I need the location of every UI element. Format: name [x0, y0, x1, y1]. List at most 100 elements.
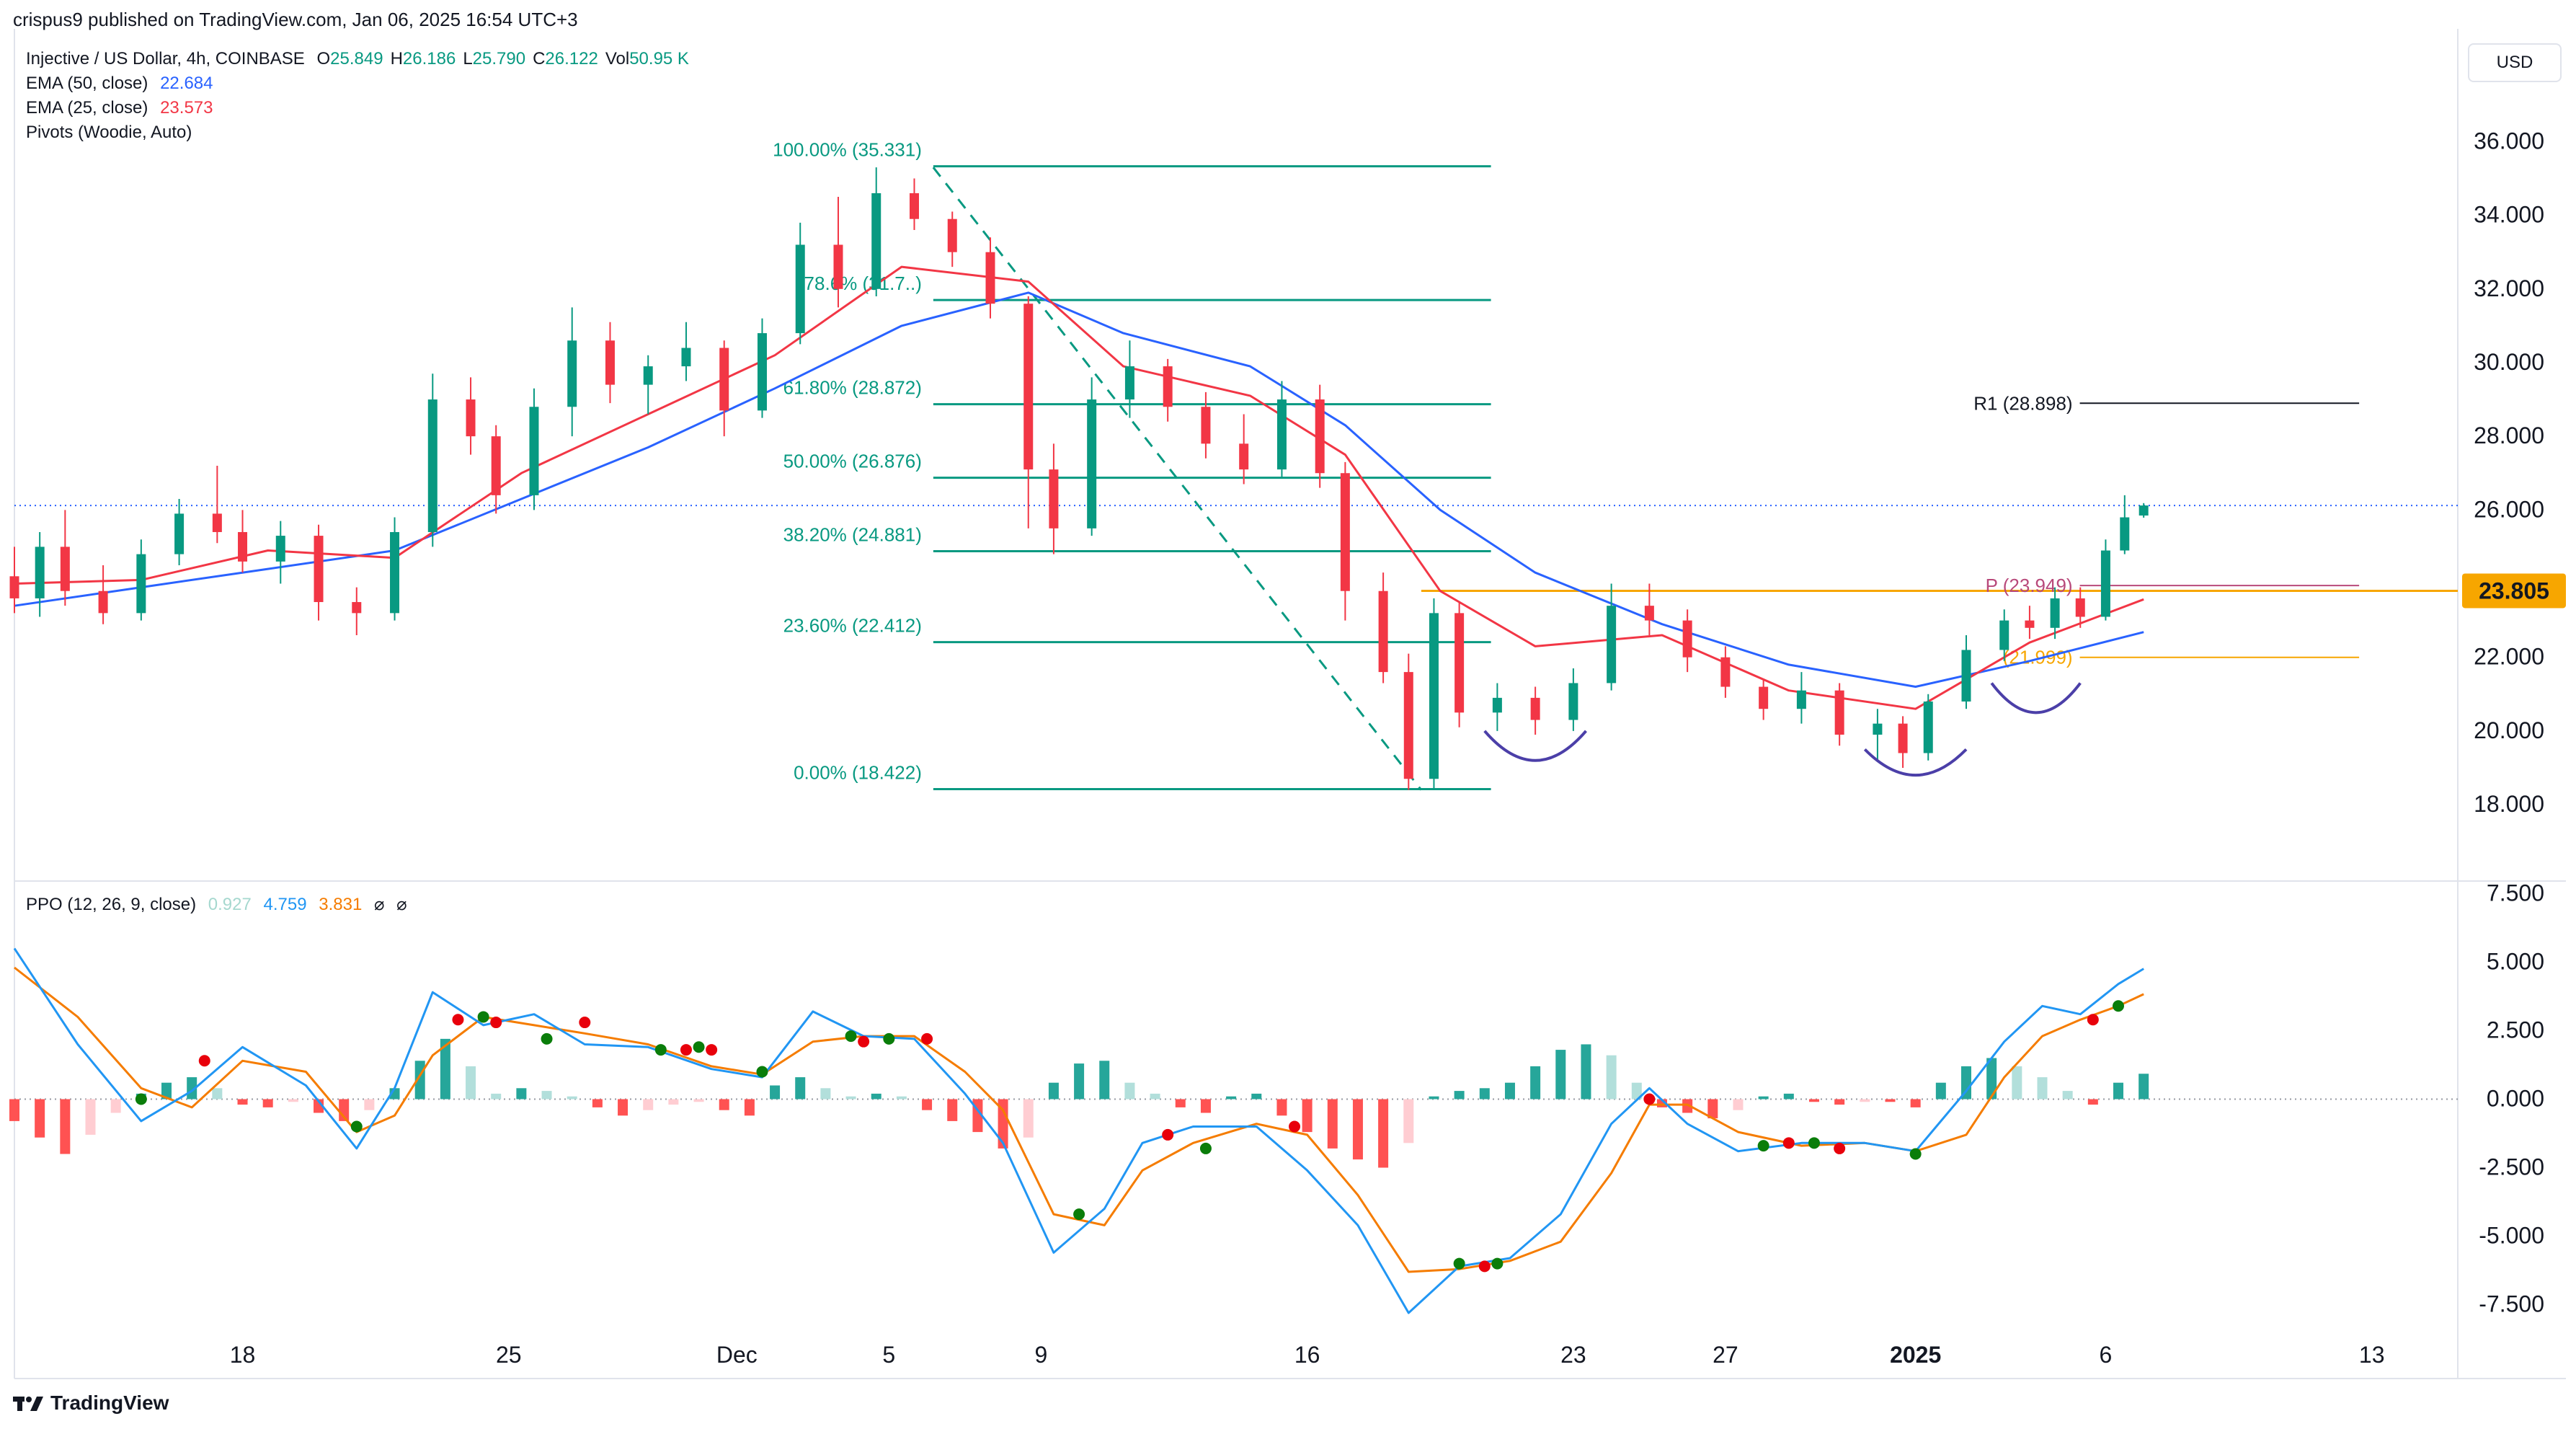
- tradingview-logo[interactable]: TradingView: [13, 1392, 169, 1415]
- candle-body: [1834, 690, 1844, 735]
- ohlc-value-vol: 50.95 K: [629, 49, 689, 68]
- ppo-histogram-bar: [314, 1099, 324, 1113]
- candle-body: [35, 547, 45, 598]
- candle-body: [909, 193, 919, 219]
- candle-body: [1873, 723, 1883, 735]
- candle-body: [719, 348, 729, 411]
- ppo-histogram-bar: [1808, 1099, 1819, 1102]
- ppo-cross-dot: [477, 1011, 489, 1023]
- candle-body: [1378, 590, 1388, 673]
- candle-body: [1239, 443, 1249, 470]
- pivots-legend[interactable]: Pivots (Woodie, Auto): [26, 123, 192, 143]
- candle-body: [1429, 613, 1439, 779]
- fib-level-label: 23.60% (22.412): [783, 615, 922, 637]
- time-tick-label: 5: [882, 1342, 895, 1368]
- hidden-symbol-icon[interactable]: ⌀: [373, 895, 385, 914]
- ppo-histogram-bar: [1935, 1082, 1946, 1100]
- ohlc-value-c: 26.122: [545, 49, 598, 68]
- ppo-cross-dot: [350, 1120, 363, 1133]
- candle-body: [1163, 366, 1173, 407]
- ppo-histogram-bar: [1504, 1082, 1515, 1100]
- ppo-histogram-bar: [592, 1099, 603, 1107]
- price-tick-label: 30.000: [2474, 349, 2544, 375]
- ppo-cross-dot: [1073, 1208, 1085, 1221]
- candle-body: [795, 244, 805, 334]
- ppo-tick-label: 5.000: [2487, 948, 2544, 974]
- ppo-cross-dot: [452, 1014, 464, 1026]
- candle-body: [1315, 399, 1325, 474]
- ppo-cross-dot: [1453, 1257, 1465, 1270]
- time-tick-label: 13: [2359, 1342, 2385, 1368]
- candle-body: [1759, 686, 1769, 709]
- ppo-histogram-bar: [2062, 1091, 2073, 1100]
- ppo-legend[interactable]: PPO (12, 26, 9, close) 0.927 4.759 3.831…: [26, 894, 407, 915]
- ohlc-values: O25.849 H26.186 L25.790 C26.122 Vol50.95 K: [309, 49, 696, 68]
- candle-body: [1087, 399, 1097, 528]
- ema25-legend[interactable]: EMA (25, close) 23.573: [26, 98, 213, 118]
- fib-level-label: 61.80% (28.872): [783, 377, 922, 399]
- candle-body: [1049, 469, 1059, 528]
- ppo-histogram-bar: [110, 1099, 121, 1113]
- ppo-cross-dot: [845, 1030, 857, 1043]
- ppo-histogram-bar: [1352, 1099, 1363, 1160]
- ppo-tick-label: 7.500: [2487, 880, 2544, 906]
- ppo-histogram-bar: [60, 1099, 71, 1154]
- ppo-histogram-bar: [896, 1096, 907, 1100]
- ppo-histogram-bar: [693, 1099, 704, 1102]
- symbol-legend[interactable]: Injective / US Dollar, 4h, COINBASE O25.…: [26, 49, 696, 69]
- ppo-histogram-bar: [1023, 1099, 1034, 1138]
- ppo-cross-dot: [756, 1066, 768, 1078]
- ppo-histogram-bar: [820, 1088, 831, 1100]
- ppo-cross-dot: [579, 1017, 591, 1029]
- ema50-legend[interactable]: EMA (50, close) 22.684: [26, 74, 213, 94]
- ohlc-key-vol: Vol: [605, 49, 630, 68]
- ppo-histogram-bar: [1251, 1093, 1262, 1100]
- ppo-histogram-bar: [1403, 1099, 1414, 1143]
- time-tick-label: 27: [1713, 1342, 1738, 1368]
- ppo-cross-dot: [1834, 1142, 1846, 1154]
- ppo-cross-dot: [1491, 1257, 1504, 1270]
- price-label-box: [2462, 573, 2566, 609]
- ppo-line: [13, 947, 2144, 1314]
- ema25-value: 23.573: [160, 98, 213, 118]
- ema25-label: EMA (25, close): [26, 98, 148, 118]
- ppo-histogram-bar: [1783, 1093, 1794, 1100]
- ppo-cross-dot: [1757, 1140, 1769, 1152]
- ppo-cross-dot: [693, 1041, 705, 1053]
- ohlc-key-c: C: [533, 49, 546, 68]
- ppo-histogram-bar: [1378, 1099, 1389, 1168]
- ppo-cross-dot: [706, 1044, 718, 1056]
- ppo-histogram-bar: [719, 1099, 729, 1110]
- ppo-histogram-bar: [770, 1085, 781, 1100]
- hidden-symbol-icon-2[interactable]: ⌀: [396, 895, 407, 914]
- candle-body: [947, 218, 957, 252]
- price-tick-label: 34.000: [2474, 202, 2544, 228]
- ohlc-value-l: 25.790: [472, 49, 526, 68]
- price-tick-label: 36.000: [2474, 128, 2544, 154]
- ppo-histogram-bar: [1150, 1093, 1160, 1100]
- fibonacci-retracement[interactable]: 100.00% (35.331) 78.6% (31.7..) 61.80% (28…: [773, 139, 1491, 791]
- ppo-histogram-bar: [161, 1082, 172, 1100]
- fib-level-label: 78.6% (31.7..): [804, 273, 922, 294]
- candle-body: [529, 407, 539, 495]
- candle-body: [1023, 304, 1034, 470]
- ppo-histogram-bar: [1226, 1096, 1237, 1100]
- candle-body: [1607, 606, 1617, 683]
- currency-button[interactable]: USD: [2468, 43, 2562, 82]
- candle-body: [1644, 606, 1654, 621]
- ohlc-value-o: 25.849: [330, 49, 383, 68]
- candle-body: [1454, 613, 1465, 713]
- ppo-histogram-bar: [2113, 1082, 2124, 1100]
- candle-body: [1568, 683, 1578, 720]
- ppo-cross-dot: [2113, 1000, 2125, 1012]
- candle-body: [1403, 672, 1413, 779]
- pattern-arcs[interactable]: [1483, 682, 2082, 777]
- ppo-cross-dot: [883, 1032, 895, 1045]
- ppo-histogram-bar: [1327, 1099, 1338, 1149]
- fib-trend-line: [932, 167, 1423, 791]
- ppo-cross-dot: [1643, 1093, 1656, 1105]
- ppo-histogram-bar: [1124, 1082, 1135, 1100]
- candle-body: [567, 340, 577, 407]
